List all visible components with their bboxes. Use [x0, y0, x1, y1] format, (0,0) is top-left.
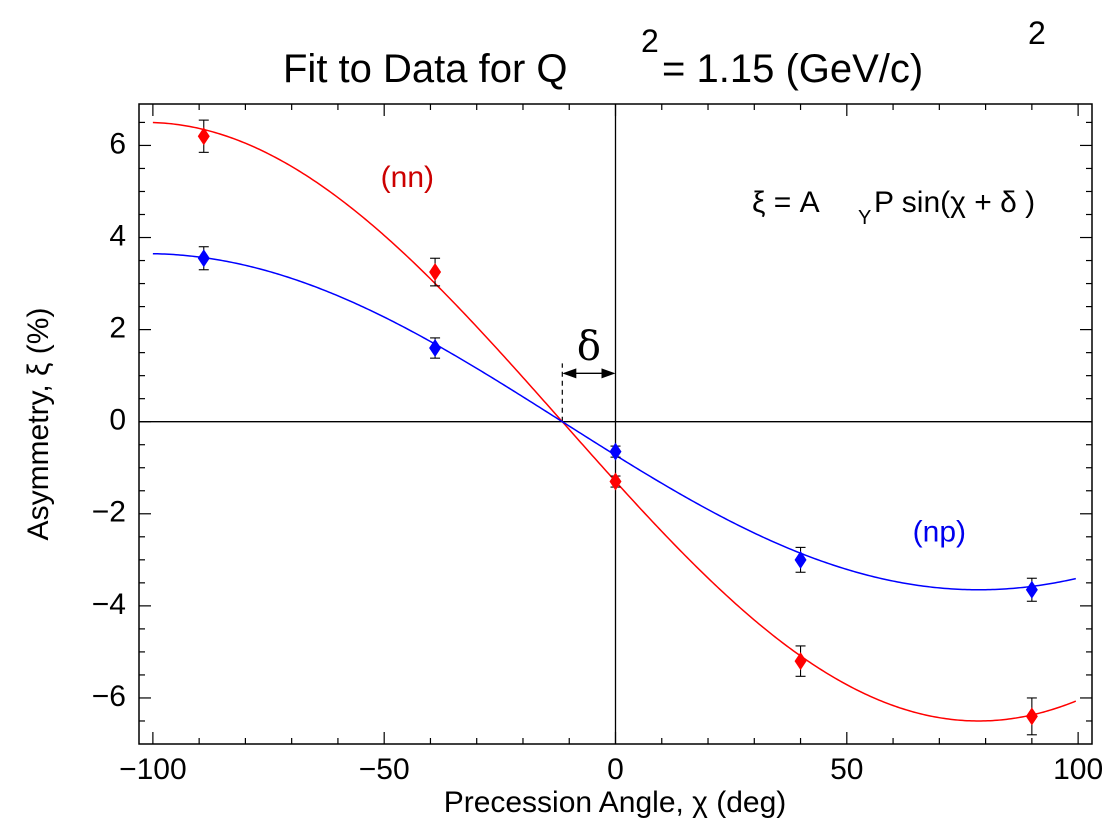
y-tick-label: −2: [92, 496, 126, 529]
x-axis-title: Precession Angle, χ (deg): [444, 786, 787, 819]
x-axis-ticks: [152, 104, 1079, 744]
y-tick-label: 6: [109, 127, 126, 160]
x-tick-label: −50: [359, 753, 410, 786]
data-points: [197, 127, 1038, 726]
data-point: [429, 339, 442, 358]
title-sup-2: 2: [1028, 15, 1046, 51]
data-point: [609, 472, 622, 491]
data-point: [1025, 707, 1038, 726]
delta-arrow-head-left: [562, 368, 577, 379]
data-point: [609, 442, 622, 461]
data-point: [794, 652, 807, 671]
series-label-np: (np): [913, 515, 966, 548]
y-axis-title: Asymmetry, ξ (%): [22, 308, 55, 541]
delta-annotation: δ: [561, 323, 616, 422]
formula-rhs: P sin(χ + δ ): [874, 186, 1035, 219]
formula-subscript: Y: [858, 207, 871, 229]
y-tick-label: 2: [109, 312, 126, 345]
y-axis-ticks: [139, 121, 1092, 722]
x-tick-label: 100: [1053, 753, 1103, 786]
chart-title: Fit to Data for Q 2 = 1.15 (GeV/c) 2: [283, 15, 1046, 91]
x-tick-label: −100: [119, 753, 187, 786]
y-tick-label: −4: [92, 588, 126, 621]
y-tick-label: 4: [109, 219, 126, 252]
zero-lines: [139, 104, 1092, 744]
title-prefix: Fit to Data for Q: [283, 47, 568, 91]
title-suffix: = 1.15 (GeV/c): [662, 47, 923, 91]
x-tick-label: 50: [830, 753, 863, 786]
y-tick-label: −6: [92, 680, 126, 713]
x-axis-tick-labels: −100 −50 0 50 100: [119, 753, 1103, 786]
y-tick-label: 0: [109, 404, 126, 437]
series-label-nn: (nn): [381, 161, 434, 194]
data-point: [794, 550, 807, 569]
data-point: [429, 263, 442, 282]
data-point: [197, 249, 210, 268]
x-tick-label: 0: [607, 753, 624, 786]
y-axis-tick-labels: −6 −4 −2 0 2 4 6: [92, 127, 126, 713]
delta-symbol: δ: [577, 323, 601, 369]
formula-annotation: ξ = A Y P sin(χ + δ ): [752, 186, 1035, 229]
data-point: [197, 127, 210, 146]
delta-arrow-head-right: [601, 368, 616, 379]
series-labels: (nn) (np): [381, 161, 966, 549]
formula-lhs: ξ = A: [752, 186, 820, 219]
data-point: [1025, 580, 1038, 599]
title-sup-1: 2: [641, 23, 659, 59]
